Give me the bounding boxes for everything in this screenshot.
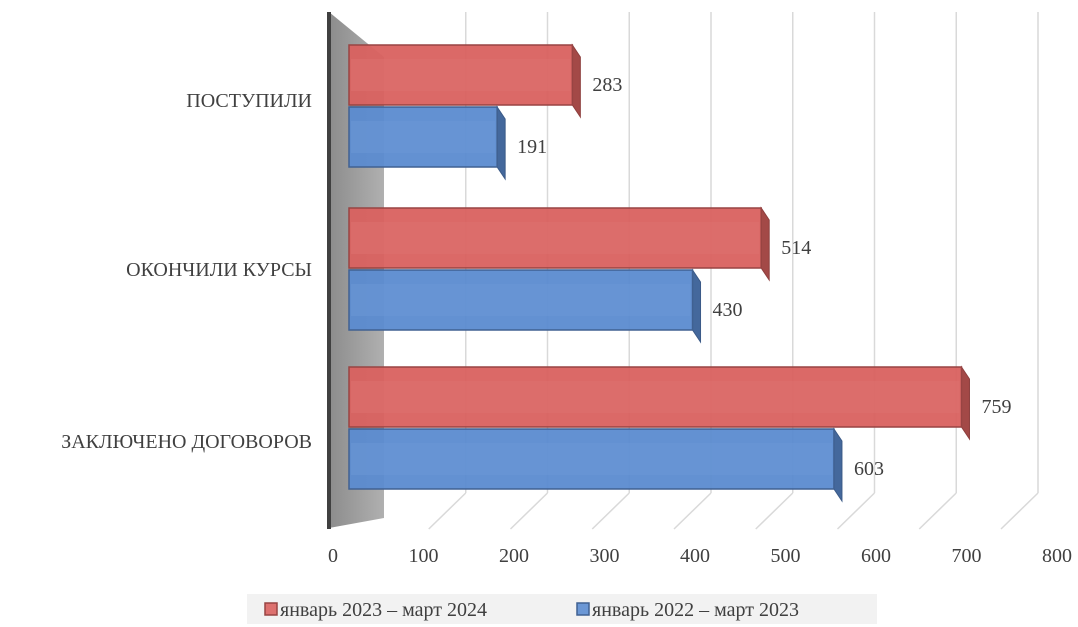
floor-gridline [836,492,876,530]
category-label: ПОСТУПИЛИ [186,90,312,112]
data-label: 283 [592,74,622,96]
bar [348,365,970,441]
tick-label: 400 [680,545,710,567]
tick-label: 0 [328,545,338,567]
legend-label: январь 2023 – март 2024 [280,599,487,621]
data-label: 603 [854,458,884,480]
legend-swatch [576,602,590,616]
legend[interactable]: январь 2023 – март 2024 январь 2022 – мар… [247,594,877,624]
bar [348,427,843,503]
legend-box [247,594,877,624]
legend-item[interactable]: январь 2023 – март 2024 [264,599,487,621]
tick-label: 800 [1042,545,1072,567]
floor-gridline [673,492,712,530]
tick-label: 500 [771,545,801,567]
tick-labels: 0 100 200 300 400 500 600 700 800 [328,545,1072,567]
bars [348,43,970,503]
bar [348,206,770,282]
floor-gridline [509,492,549,530]
floor-gridline [755,492,794,530]
tick-label: 700 [952,545,982,567]
tick-label: 100 [409,545,439,567]
bar [348,268,702,344]
data-label: 759 [981,396,1011,418]
category-label: ОКОНЧИЛИ КУРСЫ [126,259,312,281]
data-label: 191 [517,136,547,158]
data-labels: 283 514 759 191 430 603 [517,74,1011,480]
legend-label: январь 2022 – март 2023 [592,599,799,621]
category-label: ЗАКЛЮЧЕНО ДОГОВОРОВ [61,431,312,453]
data-label: 430 [713,299,743,321]
data-label: 514 [781,237,811,259]
floor-gridline [428,492,467,530]
bar [348,105,506,181]
floor-gridline [591,492,630,530]
floor-gridline [1000,492,1039,530]
tick-label: 200 [499,545,529,567]
tick-label: 300 [590,545,620,567]
legend-item[interactable]: январь 2022 – март 2023 [576,599,799,621]
legend-swatch [264,602,278,616]
category-labels: ПОСТУПИЛИ ОКОНЧИЛИ КУРСЫ ЗАКЛЮЧЕНО ДОГОВОР… [61,90,312,453]
floor-gridline [918,492,957,530]
tick-label: 600 [861,545,891,567]
bar [348,43,581,119]
